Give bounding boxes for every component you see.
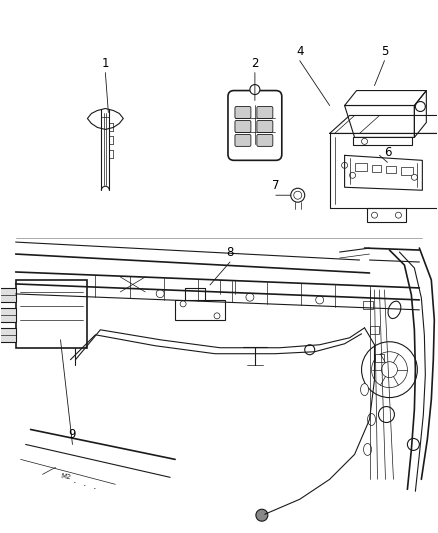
Text: ·: · xyxy=(82,481,86,491)
Text: 6: 6 xyxy=(384,147,391,159)
Circle shape xyxy=(214,313,220,319)
Circle shape xyxy=(294,191,302,199)
Bar xyxy=(0,288,16,302)
Text: 8: 8 xyxy=(226,246,233,259)
Text: M2: M2 xyxy=(60,473,72,480)
Circle shape xyxy=(378,407,395,423)
Circle shape xyxy=(316,296,324,304)
Circle shape xyxy=(350,172,356,178)
FancyBboxPatch shape xyxy=(257,134,273,147)
Text: 5: 5 xyxy=(381,45,388,58)
Circle shape xyxy=(246,293,254,301)
Bar xyxy=(175,300,225,320)
FancyBboxPatch shape xyxy=(235,134,251,147)
Circle shape xyxy=(305,345,314,355)
Bar xyxy=(386,166,396,173)
Circle shape xyxy=(361,342,417,398)
Text: 4: 4 xyxy=(296,45,304,58)
Bar xyxy=(367,208,406,222)
Ellipse shape xyxy=(367,414,375,425)
Circle shape xyxy=(371,212,378,218)
Bar xyxy=(355,163,367,171)
Bar xyxy=(370,326,379,334)
FancyBboxPatch shape xyxy=(235,107,251,118)
Text: 7: 7 xyxy=(272,179,279,192)
FancyBboxPatch shape xyxy=(235,120,251,132)
Circle shape xyxy=(342,163,348,168)
Bar xyxy=(0,328,16,342)
Circle shape xyxy=(396,212,401,218)
Circle shape xyxy=(415,101,425,111)
Bar xyxy=(353,138,413,146)
Circle shape xyxy=(407,439,419,450)
Circle shape xyxy=(250,85,260,94)
Circle shape xyxy=(256,509,268,521)
Bar xyxy=(374,354,385,362)
Text: 2: 2 xyxy=(251,56,258,70)
Bar xyxy=(363,301,372,309)
Text: 9: 9 xyxy=(69,429,76,441)
Bar xyxy=(371,165,381,172)
Circle shape xyxy=(371,352,407,387)
Bar xyxy=(0,308,16,322)
Text: ·: · xyxy=(72,478,76,488)
Circle shape xyxy=(381,362,397,378)
Circle shape xyxy=(291,188,305,202)
Circle shape xyxy=(180,301,186,307)
Ellipse shape xyxy=(388,301,401,319)
Bar xyxy=(401,167,413,175)
Text: ·: · xyxy=(92,484,96,494)
FancyBboxPatch shape xyxy=(257,107,273,118)
Ellipse shape xyxy=(360,384,368,395)
Text: 1: 1 xyxy=(102,56,109,70)
Bar xyxy=(16,280,88,348)
Ellipse shape xyxy=(364,443,371,455)
FancyBboxPatch shape xyxy=(257,120,273,132)
Circle shape xyxy=(361,139,367,144)
Circle shape xyxy=(156,289,164,297)
Circle shape xyxy=(411,174,417,180)
FancyBboxPatch shape xyxy=(228,91,282,160)
